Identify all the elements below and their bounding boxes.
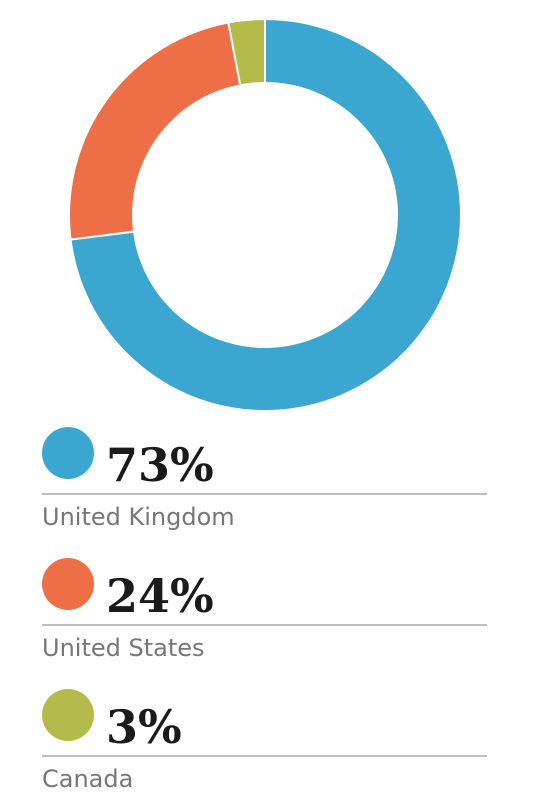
category-label: United States bbox=[42, 634, 205, 662]
donut-segment bbox=[69, 17, 462, 412]
category-label: Canada bbox=[42, 765, 133, 793]
value-label: 3% bbox=[106, 700, 182, 754]
legend-swatch bbox=[42, 558, 94, 610]
legend-swatch bbox=[42, 689, 94, 741]
donut-segment bbox=[68, 21, 242, 241]
donut-segment bbox=[227, 17, 266, 87]
value-label: 24% bbox=[106, 569, 214, 623]
legend-swatch bbox=[42, 427, 94, 479]
value-label: 73% bbox=[106, 438, 214, 492]
category-label: United Kingdom bbox=[42, 503, 235, 531]
